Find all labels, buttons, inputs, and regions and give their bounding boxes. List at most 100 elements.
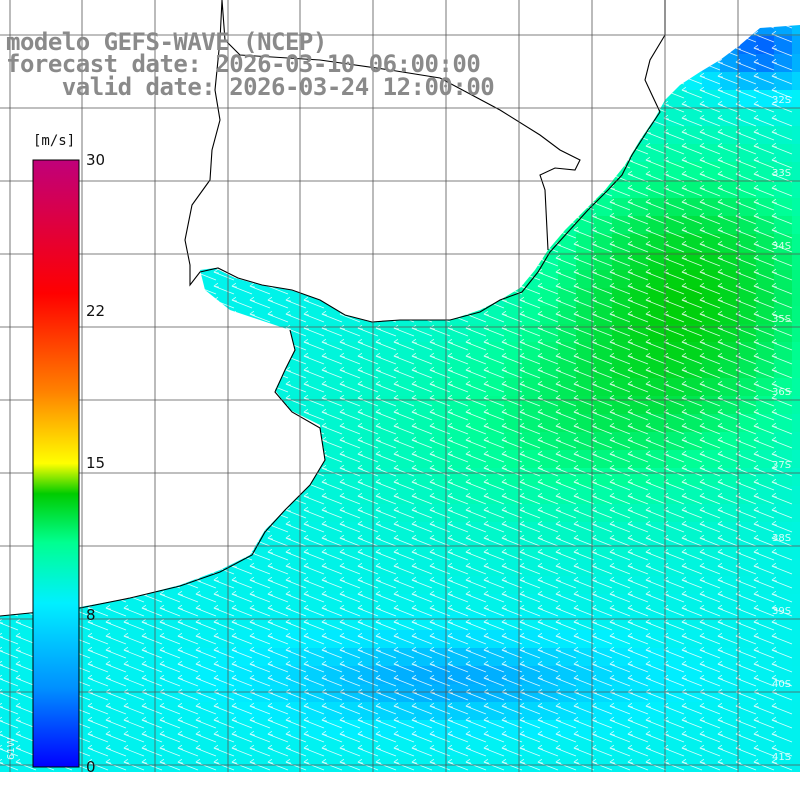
wind-cell <box>630 324 649 343</box>
wind-arrow <box>591 254 613 267</box>
wind-arrow <box>591 562 613 575</box>
wind-arrow <box>699 254 721 267</box>
wind-cell <box>612 720 631 739</box>
wind-cell <box>252 594 271 613</box>
wind-cell <box>756 504 775 523</box>
wind-cell <box>126 594 145 613</box>
wind-cell <box>612 504 631 523</box>
wind-arrow <box>249 604 271 617</box>
wind-arrow <box>609 310 631 323</box>
wind-cell <box>756 360 775 379</box>
wind-cell <box>648 486 667 505</box>
wind-cell <box>378 342 397 361</box>
wind-cell <box>612 432 631 451</box>
wind-arrow <box>321 478 343 491</box>
wind-arrow <box>555 478 577 491</box>
wind-cell <box>522 612 541 631</box>
wind-arrow <box>339 744 361 757</box>
wind-cell <box>774 558 793 577</box>
wind-cell <box>216 702 235 721</box>
wind-arrow <box>555 548 577 561</box>
wind-arrow <box>177 646 199 659</box>
wind-cell <box>414 360 433 379</box>
wind-arrow <box>627 450 649 463</box>
wind-cell <box>702 594 721 613</box>
wind-arrow <box>537 380 559 393</box>
wind-cell <box>630 180 649 199</box>
wind-arrow <box>519 450 541 463</box>
wind-arrow <box>681 506 703 519</box>
wind-cell <box>702 486 721 505</box>
wind-cell <box>702 684 721 703</box>
wind-arrow <box>447 450 469 463</box>
wind-cell <box>576 432 595 451</box>
wind-cell <box>720 180 739 199</box>
wind-arrow <box>609 506 631 519</box>
wind-cell <box>468 432 487 451</box>
wind-arrow <box>483 618 505 631</box>
wind-arrow <box>465 450 487 463</box>
wind-arrow <box>231 604 253 617</box>
wind-arrow <box>339 520 361 533</box>
wind-arrow <box>699 478 721 491</box>
wind-cell <box>306 594 325 613</box>
wind-arrow <box>681 366 703 379</box>
wind-arrow <box>699 744 721 757</box>
wind-cell <box>540 486 559 505</box>
wind-cell <box>306 738 325 757</box>
wind-cell <box>216 630 235 649</box>
wind-arrow <box>573 436 595 449</box>
wind-cell <box>702 720 721 739</box>
wind-cell <box>756 108 775 127</box>
wind-cell <box>774 198 793 217</box>
wind-cell <box>504 558 523 577</box>
wind-cell <box>702 126 721 145</box>
wind-cell <box>666 378 685 397</box>
wind-cell <box>684 126 703 145</box>
wind-cell <box>540 360 559 379</box>
wind-cell <box>774 612 793 631</box>
wind-arrow <box>519 478 541 491</box>
wind-cell <box>126 684 145 703</box>
wind-arrow <box>681 240 703 253</box>
wind-arrow <box>249 716 271 729</box>
wind-arrow <box>753 142 775 155</box>
wind-arrow <box>375 422 397 435</box>
wind-cell <box>468 594 487 613</box>
wind-cell <box>396 738 415 757</box>
wind-arrow <box>609 730 631 743</box>
wind-cell <box>792 54 800 73</box>
wind-arrow <box>681 744 703 757</box>
wind-arrow <box>609 436 631 449</box>
wind-cell <box>540 378 559 397</box>
wind-arrow <box>231 590 253 603</box>
wind-arrow <box>339 492 361 505</box>
wind-arrow <box>573 268 595 281</box>
wind-arrow <box>213 758 235 771</box>
wind-arrow <box>411 380 433 393</box>
wind-arrow <box>717 422 739 435</box>
wind-cell <box>756 450 775 469</box>
wind-cell <box>306 630 325 649</box>
wind-arrow <box>357 366 379 379</box>
wind-cell <box>594 216 613 235</box>
wind-arrow <box>0 702 19 715</box>
wind-arrow <box>339 730 361 743</box>
wind-arrow <box>609 408 631 421</box>
wind-arrow <box>447 352 469 365</box>
wind-arrow <box>321 604 343 617</box>
wind-cell <box>486 504 505 523</box>
wind-cell <box>504 576 523 595</box>
wind-cell <box>720 630 739 649</box>
wind-cell <box>414 432 433 451</box>
wind-arrow <box>123 730 145 743</box>
wind-arrow <box>357 520 379 533</box>
wind-arrow <box>357 534 379 547</box>
wind-arrow <box>465 632 487 645</box>
wind-arrow <box>375 478 397 491</box>
wind-arrow <box>555 632 577 645</box>
wind-cell <box>594 702 613 721</box>
wind-cell <box>504 594 523 613</box>
wind-cell <box>396 594 415 613</box>
wind-cell <box>792 432 800 451</box>
